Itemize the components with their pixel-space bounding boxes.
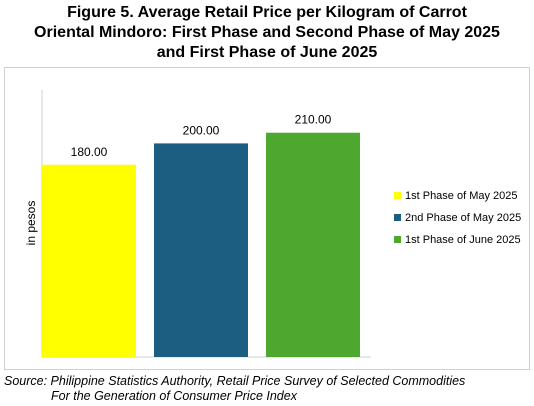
source-note: Source: Philippine Statistics Authority,… xyxy=(4,374,532,404)
legend-label-3: 1st Phase of June 2025 xyxy=(405,234,521,246)
legend-swatch-1 xyxy=(394,192,401,199)
bar-2 xyxy=(154,143,248,357)
bar-1 xyxy=(42,164,136,357)
legend-swatch-3 xyxy=(394,236,401,243)
legend-label-1: 1st Phase of May 2025 xyxy=(405,190,518,202)
data-label-3: 210.00 xyxy=(295,113,332,127)
legend-label-2: 2nd Phase of May 2025 xyxy=(405,212,521,224)
title-line-3: and First Phase of June 2025 xyxy=(156,44,378,61)
title-line-1: Figure 5. Average Retail Price per Kilog… xyxy=(67,4,467,21)
data-label-2: 200.00 xyxy=(183,123,220,137)
source-line-2: For the Generation of Consumer Price Ind… xyxy=(51,389,297,403)
data-label-1: 180.00 xyxy=(71,145,108,159)
source-line-1: Source: Philippine Statistics Authority,… xyxy=(4,374,466,388)
title-line-2: Oriental Mindoro: First Phase and Second… xyxy=(34,24,500,41)
bar-3 xyxy=(266,132,360,357)
chart-title: Figure 5. Average Retail Price per Kilog… xyxy=(0,3,534,63)
y-axis-label: in pesos xyxy=(24,201,38,246)
legend-swatch-2 xyxy=(394,214,401,221)
chart-frame xyxy=(4,67,530,370)
